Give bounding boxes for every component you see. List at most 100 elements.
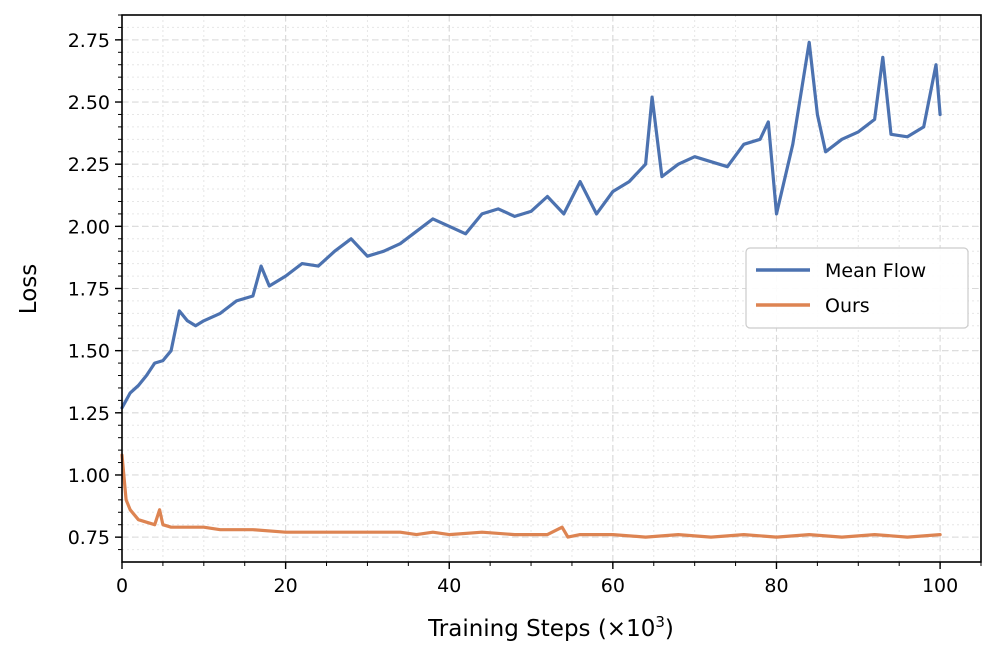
- data-point-ours: [158, 508, 161, 511]
- data-point-ours: [480, 531, 483, 534]
- data-point-ours: [349, 531, 352, 534]
- data-point-mean-flow: [497, 207, 500, 210]
- data-point-mean-flow: [660, 175, 663, 178]
- y-tick-label: 1.25: [68, 403, 110, 425]
- data-point-mean-flow: [317, 265, 320, 268]
- data-point-mean-flow: [161, 359, 164, 362]
- legend: Mean Flow Ours: [745, 247, 969, 329]
- data-point-mean-flow: [873, 118, 876, 121]
- data-point-mean-flow: [938, 113, 941, 116]
- data-point-mean-flow: [889, 133, 892, 136]
- data-point-mean-flow: [178, 309, 181, 312]
- data-point-mean-flow: [235, 299, 238, 302]
- y-axis-label: Loss: [16, 264, 42, 314]
- tick-labels: 0 20 40 60 80 100 0.75 1.00 1.25 1.50 1.75 2.00 2.25…: [68, 30, 959, 597]
- data-point-ours: [906, 536, 909, 539]
- y-tick-label: 2.25: [68, 154, 110, 176]
- data-point-ours: [153, 523, 156, 526]
- data-point-ours: [579, 533, 582, 536]
- data-point-ours: [235, 528, 238, 531]
- data-point-mean-flow: [219, 312, 222, 315]
- data-point-mean-flow: [399, 242, 402, 245]
- data-point-ours: [808, 533, 811, 536]
- data-point-mean-flow: [791, 143, 794, 146]
- data-point-mean-flow: [194, 324, 197, 327]
- axis-ticks: [115, 14, 982, 569]
- data-point-mean-flow: [644, 163, 647, 166]
- y-tick-label: 2.75: [68, 30, 110, 52]
- data-point-ours: [561, 526, 564, 529]
- data-point-mean-flow: [651, 95, 654, 98]
- data-point-mean-flow: [742, 143, 745, 146]
- data-point-mean-flow: [775, 212, 778, 215]
- y-tick-label: 1.50: [68, 341, 110, 363]
- data-point-mean-flow: [677, 163, 680, 166]
- data-point-mean-flow: [464, 232, 467, 235]
- data-point-ours: [251, 528, 254, 531]
- data-point-ours: [145, 521, 148, 524]
- data-point-mean-flow: [808, 41, 811, 44]
- data-point-ours: [840, 536, 843, 539]
- legend-label-mean-flow: Mean Flow: [825, 260, 926, 282]
- data-point-mean-flow: [382, 250, 385, 253]
- data-point-ours: [742, 533, 745, 536]
- data-point-ours: [873, 533, 876, 536]
- data-point-ours: [169, 526, 172, 529]
- data-point-mean-flow: [529, 210, 532, 213]
- data-point-ours: [611, 533, 614, 536]
- legend-box: [745, 247, 969, 329]
- data-point-mean-flow: [480, 212, 483, 215]
- y-tick-label: 0.75: [68, 527, 110, 549]
- y-tick-label: 2.00: [68, 216, 110, 238]
- data-point-mean-flow: [300, 262, 303, 265]
- data-point-mean-flow: [349, 237, 352, 240]
- data-point-mean-flow: [628, 180, 631, 183]
- data-point-ours: [186, 526, 189, 529]
- data-point-mean-flow: [546, 195, 549, 198]
- data-point-mean-flow: [513, 215, 516, 218]
- data-point-mean-flow: [415, 230, 418, 233]
- data-point-ours: [546, 533, 549, 536]
- data-point-ours: [382, 531, 385, 534]
- series-line-ours: [120, 453, 942, 539]
- data-point-mean-flow: [137, 384, 140, 387]
- data-point-mean-flow: [840, 138, 843, 141]
- data-point-mean-flow: [448, 225, 451, 228]
- data-point-ours: [124, 498, 127, 501]
- data-point-mean-flow: [129, 391, 132, 394]
- x-tick-label: 80: [764, 575, 788, 597]
- data-point-mean-flow: [693, 155, 696, 158]
- data-point-mean-flow: [431, 217, 434, 220]
- data-point-mean-flow: [169, 349, 172, 352]
- data-point-mean-flow: [922, 125, 925, 128]
- data-point-mean-flow: [284, 274, 287, 277]
- data-point-mean-flow: [186, 319, 189, 322]
- data-point-mean-flow: [824, 150, 827, 153]
- x-tick-label: 100: [922, 575, 958, 597]
- data-point-mean-flow: [145, 374, 148, 377]
- data-point-ours: [448, 533, 451, 536]
- legend-label-ours: Ours: [825, 295, 870, 317]
- data-point-ours: [677, 533, 680, 536]
- x-tick-label: 20: [274, 575, 298, 597]
- data-point-ours: [219, 528, 222, 531]
- data-point-ours: [202, 526, 205, 529]
- data-point-mean-flow: [611, 190, 614, 193]
- data-point-ours: [137, 518, 140, 521]
- data-point-mean-flow: [251, 294, 254, 297]
- y-tick-label: 1.00: [68, 465, 110, 487]
- data-point-mean-flow: [906, 135, 909, 138]
- data-point-ours: [431, 531, 434, 534]
- data-point-ours: [644, 536, 647, 539]
- data-point-ours: [161, 523, 164, 526]
- data-point-mean-flow: [767, 120, 770, 123]
- data-point-mean-flow: [709, 160, 712, 163]
- data-point-mean-flow: [816, 113, 819, 116]
- data-point-mean-flow: [562, 212, 565, 215]
- x-tick-label: 40: [437, 575, 461, 597]
- y-tick-label: 2.50: [68, 92, 110, 114]
- data-point-mean-flow: [333, 250, 336, 253]
- data-point-ours: [775, 536, 778, 539]
- y-tick-label: 1.75: [68, 279, 110, 301]
